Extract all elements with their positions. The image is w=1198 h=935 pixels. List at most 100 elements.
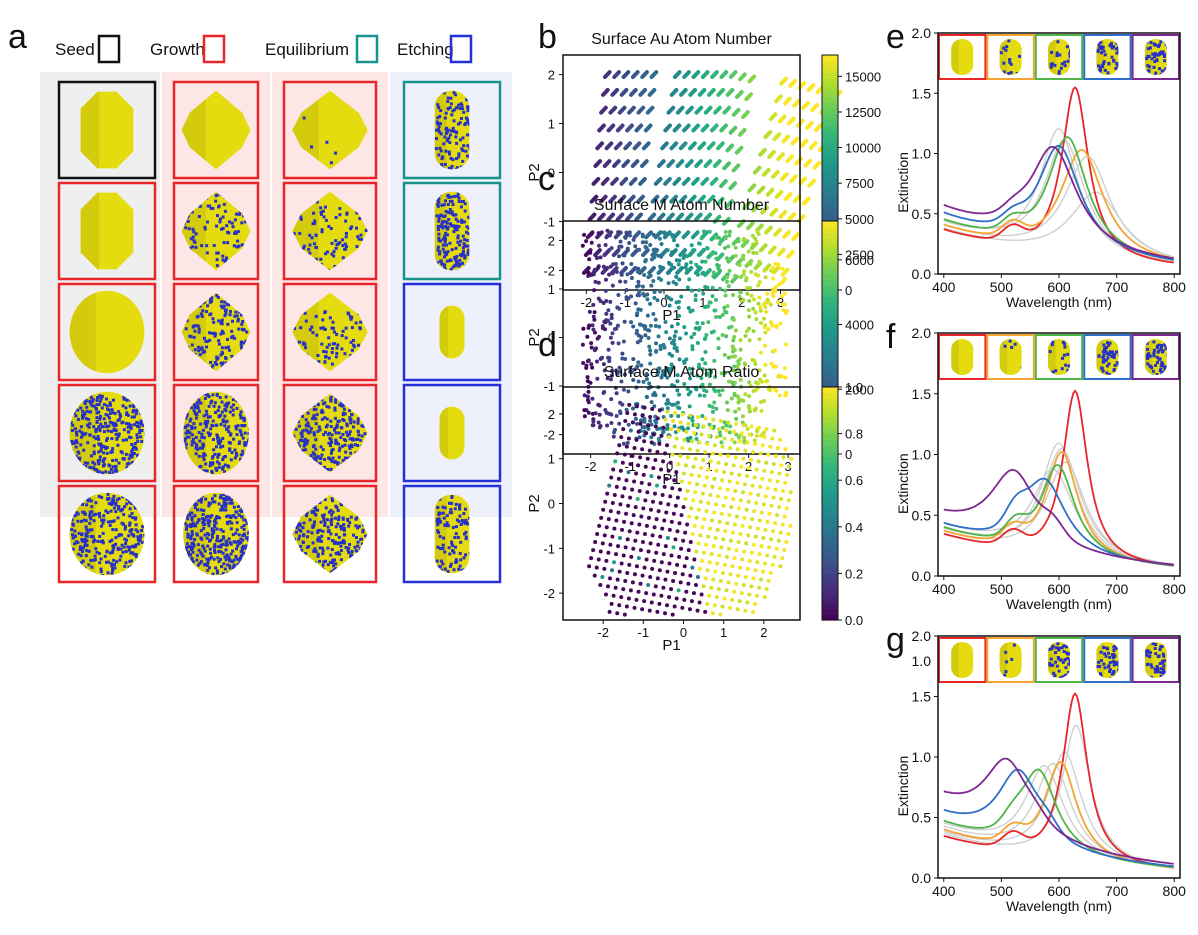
x-tick-label: 400 <box>932 279 956 295</box>
scatter-point <box>648 415 653 420</box>
scatter-point <box>769 537 774 542</box>
scatter-point <box>675 562 680 567</box>
scatter-point <box>746 221 755 231</box>
scatter-point <box>788 523 793 528</box>
scatter-point <box>743 448 748 453</box>
scatter-point <box>659 230 664 235</box>
colorbar-band <box>822 526 838 534</box>
scatter-point <box>680 412 685 417</box>
scatter-point <box>715 196 725 206</box>
scatter-point <box>637 435 642 440</box>
colorbar-tick-label: 5000 <box>845 212 874 227</box>
scatter-point <box>747 558 752 563</box>
scatter-point <box>591 327 596 332</box>
scatter-point <box>586 410 591 415</box>
scatter-point <box>786 498 791 503</box>
scatter-point <box>707 433 712 438</box>
scatter-point <box>670 383 675 388</box>
scatter-point <box>601 264 606 269</box>
scatter-point <box>652 525 657 530</box>
scatter-point <box>709 176 719 186</box>
x-tick-label: 600 <box>1047 581 1071 597</box>
scatter-point <box>669 587 674 592</box>
scatter-point <box>681 176 691 186</box>
x-tick-label: -1 <box>638 625 650 640</box>
scatter-point <box>706 467 711 472</box>
scatter-point <box>697 440 702 445</box>
scatter-point <box>763 561 768 566</box>
scatter-point <box>647 381 652 386</box>
scatter-point <box>690 531 695 536</box>
scatter-point <box>663 451 668 456</box>
scatter-point <box>674 300 679 305</box>
scatter-point <box>634 328 639 333</box>
scatter-point <box>694 212 703 222</box>
scatter-point <box>612 492 617 497</box>
scatter-point <box>657 236 662 241</box>
scatter-point <box>785 472 790 477</box>
scatter-point <box>774 546 779 551</box>
scatter-point <box>759 577 764 582</box>
scatter-point <box>712 443 717 448</box>
scatter-point <box>701 458 706 463</box>
scatter-point <box>716 141 725 151</box>
scatter-point <box>630 580 635 585</box>
scatter-point <box>718 612 723 617</box>
scatter-point <box>651 311 656 316</box>
scatter-point <box>590 365 595 370</box>
scatter-point <box>587 309 592 314</box>
legend-label-etching: Etching <box>397 40 454 59</box>
scatter-point <box>600 355 605 360</box>
scatter-point <box>643 245 648 250</box>
scatter-point <box>714 256 719 261</box>
scatter-point <box>727 233 732 238</box>
grey-series-line <box>943 724 1175 868</box>
scatter-point <box>598 549 603 554</box>
scatter-point <box>756 283 761 288</box>
scatter-point <box>598 194 608 204</box>
scatter-point <box>638 455 643 460</box>
scatter-point <box>758 400 763 405</box>
scatter-point <box>766 387 771 392</box>
scatter-point <box>799 138 809 148</box>
scatter-point <box>636 279 641 284</box>
scatter-point <box>677 258 682 263</box>
scatter-point <box>761 302 766 307</box>
scatter-point <box>694 262 699 267</box>
scatter-point <box>695 272 700 277</box>
scatter-point <box>758 147 767 157</box>
scatter-point <box>690 288 695 293</box>
scatter-point <box>606 550 611 555</box>
scatter-point <box>728 538 733 543</box>
scatter-point <box>641 472 646 477</box>
scatter-point <box>751 242 756 247</box>
scatter-point <box>619 265 628 275</box>
scatter-point <box>672 176 682 186</box>
scatter-point <box>762 468 767 473</box>
particle-speckle <box>80 192 100 270</box>
scatter-point <box>733 455 738 460</box>
scatter-point <box>659 560 664 565</box>
scatter-point <box>648 541 653 546</box>
particle-cell <box>57 80 157 180</box>
colorbar-frame <box>821 386 839 621</box>
scatter-point <box>632 479 637 484</box>
scatter-point <box>678 336 683 341</box>
scatter-point <box>724 554 729 559</box>
inset-tile <box>986 334 1035 380</box>
scatter-point <box>742 482 747 487</box>
scatter-point <box>648 507 653 512</box>
scatter-point <box>727 268 732 273</box>
scatter-point <box>773 261 778 266</box>
scatter-point <box>609 601 614 606</box>
scatter-point <box>718 433 723 438</box>
scatter-point <box>720 604 725 609</box>
scatter-point <box>763 130 773 139</box>
scatter-point <box>664 401 669 406</box>
scatter-point <box>757 337 762 342</box>
scatter-point <box>786 116 796 126</box>
colorbar-band <box>822 96 838 103</box>
scatter-point <box>591 176 601 186</box>
scatter-point <box>631 377 636 382</box>
scatter-point <box>604 141 614 151</box>
